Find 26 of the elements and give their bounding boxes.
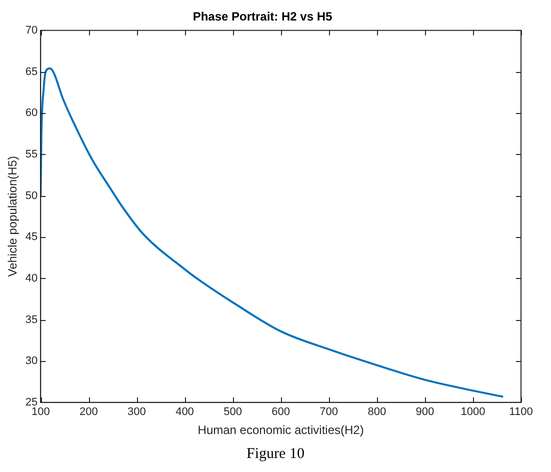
line-series [40, 67, 504, 398]
y-tick-label: 60 [25, 107, 38, 120]
x-axis-title: Human economic activities(H2) [198, 423, 364, 438]
x-tick-label: 200 [79, 406, 98, 418]
y-tick-label: 55 [25, 148, 38, 160]
y-tick-label: 35 [25, 314, 38, 326]
chart-title: Phase Portrait: H2 vs H5 [192, 10, 333, 24]
x-tick-label: 400 [176, 406, 194, 418]
x-tick-label: 700 [320, 406, 338, 418]
y-tick-label: 40 [25, 272, 38, 284]
y-tick-label: 50 [25, 190, 38, 202]
x-tick-label: 100 [31, 406, 50, 418]
y-tick-label: 30 [25, 355, 38, 368]
x-tick-label: 800 [368, 406, 386, 418]
x-tick-label: 1100 [509, 406, 533, 418]
y-tick-label: 65 [25, 66, 38, 78]
x-tick-label: 500 [224, 406, 242, 418]
y-tick-label: 45 [25, 231, 38, 244]
y-tick-label: 70 [25, 24, 38, 36]
caption: Figure 10 [246, 446, 306, 463]
x-tick-label: 600 [272, 406, 290, 418]
y-tick-label: 25 [25, 396, 38, 408]
x-tick-label: 1000 [460, 406, 486, 418]
x-tick-label: 900 [416, 406, 434, 418]
y-axis-title: Vehicle population(H5) [6, 156, 20, 277]
x-tick-label: 300 [128, 406, 146, 418]
